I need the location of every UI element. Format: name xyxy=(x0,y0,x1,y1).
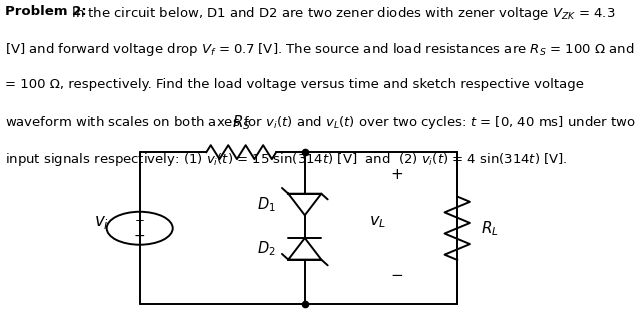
Text: $D_2$: $D_2$ xyxy=(257,240,276,258)
Text: input signals respectively: (1) $v_i(t)$ = 15 sin(314$t$) [V]  and  (2) $v_i(t)$: input signals respectively: (1) $v_i(t)$… xyxy=(5,151,568,168)
Text: $v_L$: $v_L$ xyxy=(370,214,386,230)
Text: = 100 Ω, respectively. Find the load voltage versus time and sketch respective v: = 100 Ω, respectively. Find the load vol… xyxy=(5,78,584,91)
Text: $R_S$: $R_S$ xyxy=(232,113,251,132)
Text: $R_L$: $R_L$ xyxy=(481,219,499,237)
Text: [V] and forward voltage drop $V_f$ = 0.7 [V]. The source and load resistances ar: [V] and forward voltage drop $V_f$ = 0.7… xyxy=(5,41,635,58)
Text: $D_1$: $D_1$ xyxy=(257,195,276,214)
Text: +: + xyxy=(135,214,145,227)
Text: +: + xyxy=(391,167,403,182)
Text: waveform with scales on both axes for $v_i(t)$ and $v_L(t)$ over two cycles: $t$: waveform with scales on both axes for $v… xyxy=(5,114,635,131)
Text: In the circuit below, D1 and D2 are two zener diodes with zener voltage $V_{ZK}$: In the circuit below, D1 and D2 are two … xyxy=(67,5,616,22)
Text: −: − xyxy=(391,268,403,283)
Text: −: − xyxy=(134,229,145,243)
Text: Problem 2:: Problem 2: xyxy=(5,5,87,18)
Text: $v_i$: $v_i$ xyxy=(94,213,109,231)
